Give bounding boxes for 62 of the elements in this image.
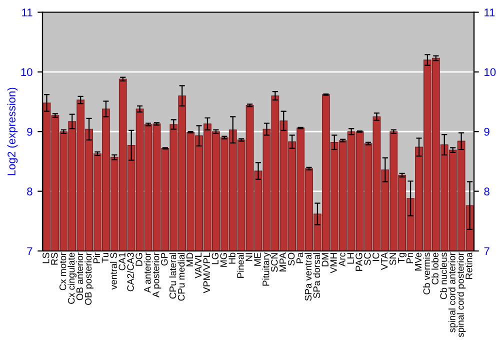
x-tick-label: ME <box>254 252 261 266</box>
x-tick-label: DM <box>322 253 328 266</box>
x-tick-label: A posterior <box>152 252 162 298</box>
x-tick-label: SN <box>389 253 396 266</box>
x-tick-label: Pn <box>406 252 413 264</box>
x-tick-label: VMH <box>330 253 337 274</box>
x-tick-label: NI <box>246 253 252 262</box>
x-tick-label: Cb lobe <box>432 252 438 284</box>
x-tick-label: Cb vermis <box>423 252 430 294</box>
x-tick-label: SO <box>288 252 295 266</box>
x-tick-label: PAG <box>356 253 362 271</box>
x-tick-label: MG <box>220 253 227 267</box>
y2-tick-label: 11 <box>484 8 495 16</box>
x-tick-label: OB anterior <box>76 252 84 300</box>
y2-tick-label: 8 <box>484 188 490 196</box>
x-tick-label: Pa <box>296 252 304 264</box>
x-tick-label: SC <box>364 252 371 266</box>
x-tick-label: CA2/CA3 <box>126 252 134 292</box>
x-tick-label: Cx cingulate <box>68 252 77 304</box>
x-tick-label: ventral S <box>110 252 117 290</box>
x-tick-label: spinal cord anterior <box>448 252 458 332</box>
x-tick-label: LH <box>347 253 354 264</box>
x-tick-label: MVe <box>414 252 422 270</box>
y-tick-label: 7 <box>27 247 32 255</box>
x-tick-label: OB posterior <box>84 252 94 305</box>
x-tick-label: CPu medial <box>178 252 185 301</box>
x-tick-label: IC <box>372 252 380 261</box>
x-tick-label: A anterior <box>144 252 151 293</box>
x-tick-label: Cb nucleus <box>440 252 447 300</box>
y-tick-label: 11 <box>22 8 32 16</box>
x-tick-label: VA/VL <box>194 252 202 278</box>
x-tick-label: Pineal <box>236 252 244 278</box>
x-tick-label: GP <box>161 252 168 266</box>
y-tick-label: 9 <box>27 128 32 136</box>
x-tick-label: SPa ventral <box>304 252 312 301</box>
x-tick-label: CPu lateral <box>169 252 176 299</box>
x-tick-label: Tg <box>398 252 406 264</box>
x-tick-label: DG <box>136 253 142 266</box>
x-tick-label: SPa dorsal <box>313 252 320 298</box>
x-tick-label: LG <box>212 253 218 264</box>
x-tick-label: RS <box>51 252 58 265</box>
y2-tick-label: 10 <box>484 68 496 76</box>
y2-tick-label: 9 <box>484 128 490 136</box>
y2-tick-label: 7 <box>484 247 490 255</box>
x-tick-label: spinal cord posterior <box>456 252 466 338</box>
x-tick-label: SCN <box>271 253 278 272</box>
x-tick-label: MPA <box>280 252 286 272</box>
x-tick-label: VTA <box>381 252 388 270</box>
x-tick-label: MD <box>186 252 194 266</box>
y-axis-title: Log2 (expression) <box>7 88 18 176</box>
x-tick-label: Arc <box>338 252 346 266</box>
x-tick-label: Tu <box>102 252 108 263</box>
y-tick-label: 10 <box>21 68 32 76</box>
x-tick-label: Retina <box>465 252 472 279</box>
x-tick-label: Pituitary <box>262 252 272 286</box>
x-tick-label: LS <box>42 252 50 264</box>
x-tick-label: Hb <box>228 252 236 264</box>
y-tick-label: 8 <box>27 188 32 196</box>
x-tick-label: Pir <box>93 252 100 264</box>
x-tick-label: Cx motor <box>60 252 66 290</box>
x-tick-label: VPM/VPL <box>203 252 210 294</box>
x-tick-label: CA1 <box>118 252 126 270</box>
